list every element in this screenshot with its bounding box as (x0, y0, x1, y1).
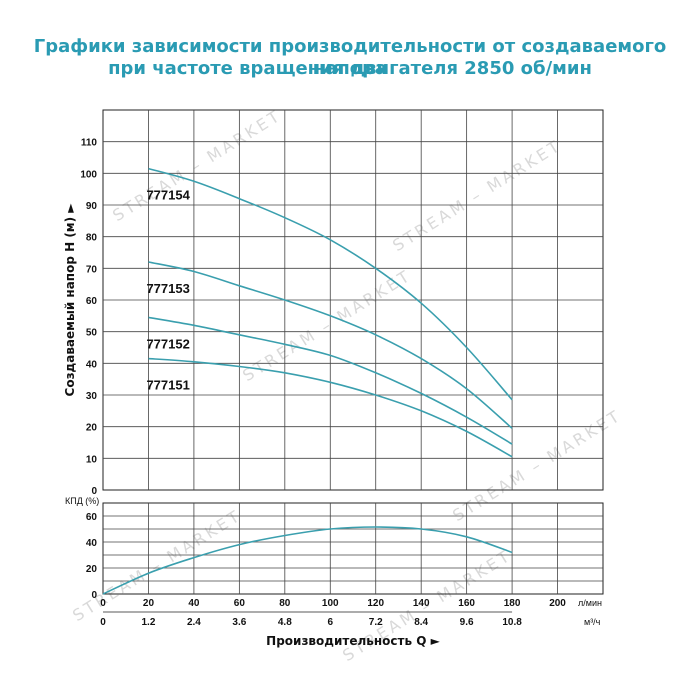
chart-title-line-1: Графики зависимости производительности о… (33, 36, 667, 79)
x-tick-label-primary: 100 (322, 598, 339, 609)
efficiency-y-tick-label: 0 (91, 590, 97, 601)
x-tick-label-secondary: 2.4 (187, 617, 201, 628)
head-curve-777154 (148, 167, 513, 401)
efficiency-axis-label: КПД (%) (65, 496, 99, 506)
watermark-3: STREAM – MARKET (239, 266, 415, 386)
x-tick-label-secondary: 4.8 (278, 617, 292, 628)
efficiency-y-tick-label: 40 (86, 538, 98, 549)
head-y-tick-label: 40 (86, 359, 98, 370)
x-tick-label-primary: 160 (458, 598, 475, 609)
x-tick-label-secondary: 6 (327, 617, 333, 628)
head-y-tick-label: 50 (86, 328, 98, 339)
x-tick-label-secondary: 7.2 (369, 617, 383, 628)
head-y-tick-label: 90 (86, 201, 98, 212)
watermark-4: STREAM – MARKET (449, 406, 625, 526)
x-tick-label-primary: 60 (234, 598, 246, 609)
efficiency-y-tick-label: 60 (86, 512, 98, 523)
x-axis-title: Производительность Q ► (266, 634, 440, 648)
efficiency-y-tick-label: 20 (86, 564, 98, 575)
head-y-tick-label: 0 (91, 486, 97, 497)
head-y-tick-label: 70 (86, 264, 98, 275)
x-tick-label-primary: 80 (279, 598, 291, 609)
head-y-tick-label: 80 (86, 233, 98, 244)
chart-title-line-2: при частоте вращения двигателя 2850 об/м… (108, 58, 592, 79)
series-label-777153: 777153 (146, 281, 189, 296)
head-y-tick-label: 100 (80, 169, 97, 180)
x-tick-label-primary: 0 (100, 598, 106, 609)
x-tick-label-secondary: 0 (100, 617, 106, 628)
series-label-777152: 777152 (146, 336, 189, 351)
efficiency-plot-frame (102, 502, 604, 595)
x-tick-label-primary: 40 (188, 598, 200, 609)
series-label-777154: 777154 (146, 188, 190, 203)
efficiency-curve (102, 526, 513, 595)
x-tick-label-primary: 120 (367, 598, 384, 609)
x-tick-label-secondary: 8.4 (414, 617, 428, 628)
head-y-tick-label: 20 (86, 423, 98, 434)
head-y-tick-label: 110 (81, 138, 98, 149)
x-unit-primary: л/мин (578, 598, 602, 608)
x-unit-secondary: м³/ч (584, 617, 601, 627)
watermark-2: STREAM – MARKET (389, 136, 565, 256)
x-tick-label-secondary: 1.2 (142, 617, 156, 628)
x-tick-label-secondary: 10.8 (502, 617, 522, 628)
head-y-tick-label: 30 (86, 391, 98, 402)
head-curve-777151 (148, 357, 513, 458)
head-curve-777153 (148, 261, 513, 429)
x-tick-label-primary: 20 (143, 598, 155, 609)
x-tick-label-primary: 180 (504, 598, 521, 609)
head-y-tick-label: 60 (86, 296, 98, 307)
head-y-tick-label: 10 (86, 454, 98, 465)
x-tick-label-secondary: 3.6 (232, 617, 246, 628)
series-label-777151: 777151 (146, 378, 189, 393)
head-curve-777152 (148, 316, 513, 445)
x-tick-label-primary: 200 (549, 598, 566, 609)
x-tick-label-secondary: 9.6 (460, 617, 474, 628)
y-axis-title: Создаваемый напор H (м) ► (63, 203, 77, 397)
x-tick-label-primary: 140 (413, 598, 430, 609)
